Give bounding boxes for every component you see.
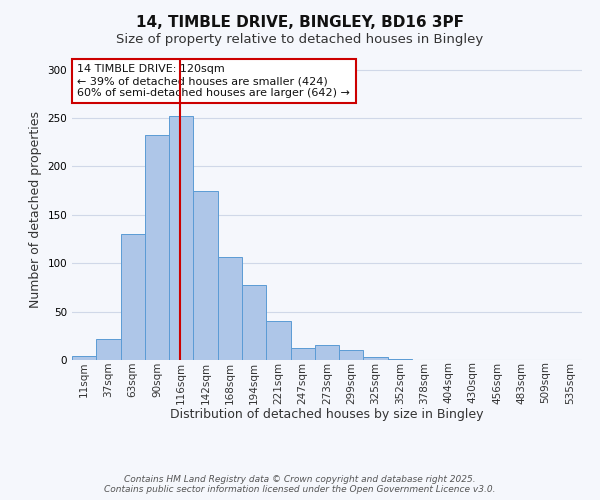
Bar bbox=[96, 338, 121, 360]
Text: 14 TIMBLE DRIVE: 120sqm
← 39% of detached houses are smaller (424)
60% of semi-d: 14 TIMBLE DRIVE: 120sqm ← 39% of detache… bbox=[77, 64, 350, 98]
Bar bbox=[315, 344, 339, 360]
Bar bbox=[266, 322, 290, 360]
Text: Size of property relative to detached houses in Bingley: Size of property relative to detached ho… bbox=[116, 32, 484, 46]
Bar bbox=[72, 356, 96, 360]
Bar bbox=[339, 350, 364, 360]
Bar bbox=[145, 136, 169, 360]
Bar bbox=[218, 258, 242, 360]
Bar bbox=[242, 286, 266, 360]
Bar bbox=[193, 190, 218, 360]
Bar bbox=[169, 116, 193, 360]
Text: 14, TIMBLE DRIVE, BINGLEY, BD16 3PF: 14, TIMBLE DRIVE, BINGLEY, BD16 3PF bbox=[136, 15, 464, 30]
Bar bbox=[121, 234, 145, 360]
Text: Contains HM Land Registry data © Crown copyright and database right 2025.
Contai: Contains HM Land Registry data © Crown c… bbox=[104, 474, 496, 494]
Bar bbox=[290, 348, 315, 360]
Bar bbox=[364, 357, 388, 360]
Y-axis label: Number of detached properties: Number of detached properties bbox=[29, 112, 42, 308]
Bar bbox=[388, 359, 412, 360]
X-axis label: Distribution of detached houses by size in Bingley: Distribution of detached houses by size … bbox=[170, 408, 484, 420]
